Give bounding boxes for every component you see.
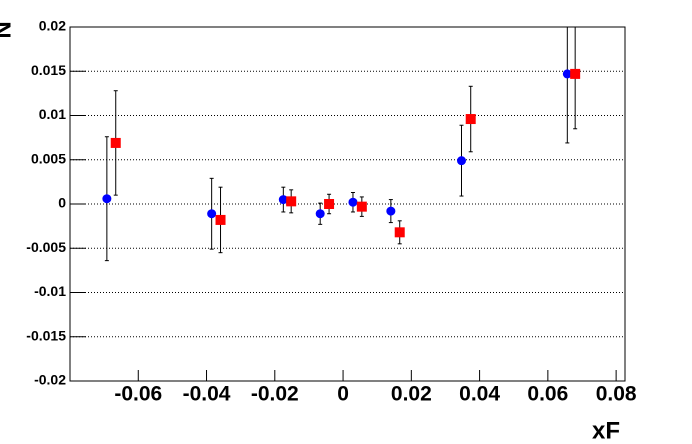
x-axis-label: xF [592, 417, 620, 444]
y-tick-label: 0.02 [39, 18, 66, 34]
point [102, 194, 112, 204]
x-tick-label: 0.06 [527, 383, 568, 406]
data-layer [102, 27, 581, 262]
point [394, 227, 405, 238]
x-tick-label: 0.02 [391, 383, 432, 406]
point [207, 209, 217, 219]
y-tick-label: 0.015 [31, 62, 66, 78]
y-tick-label: 0.01 [39, 106, 66, 122]
point [465, 114, 476, 125]
y-tick-label: -0.02 [34, 372, 66, 388]
y-tick-label: -0.01 [34, 283, 66, 299]
point [457, 156, 467, 166]
point [315, 209, 325, 219]
x-tick-label: -0.04 [183, 383, 231, 406]
point [348, 197, 358, 207]
point [324, 199, 335, 209]
x-tick-label: -0.06 [114, 383, 162, 406]
point [570, 68, 581, 79]
point [110, 137, 121, 148]
y-tick-label: -0.005 [26, 239, 66, 255]
y-axis-label: N [0, 21, 16, 38]
x-tick-label: -0.02 [251, 383, 299, 406]
point [286, 196, 297, 207]
x-tick-label: 0.04 [459, 383, 500, 406]
y-tick-label: 0.005 [31, 150, 66, 166]
point [562, 69, 572, 79]
x-tick-label: 0 [337, 383, 349, 406]
point [215, 214, 226, 225]
x-tick-label: 0.08 [596, 383, 637, 406]
point [386, 206, 396, 216]
point [356, 201, 367, 212]
point [278, 195, 288, 205]
y-tick-label: 0 [58, 195, 66, 211]
y-tick-label: -0.015 [26, 327, 66, 343]
